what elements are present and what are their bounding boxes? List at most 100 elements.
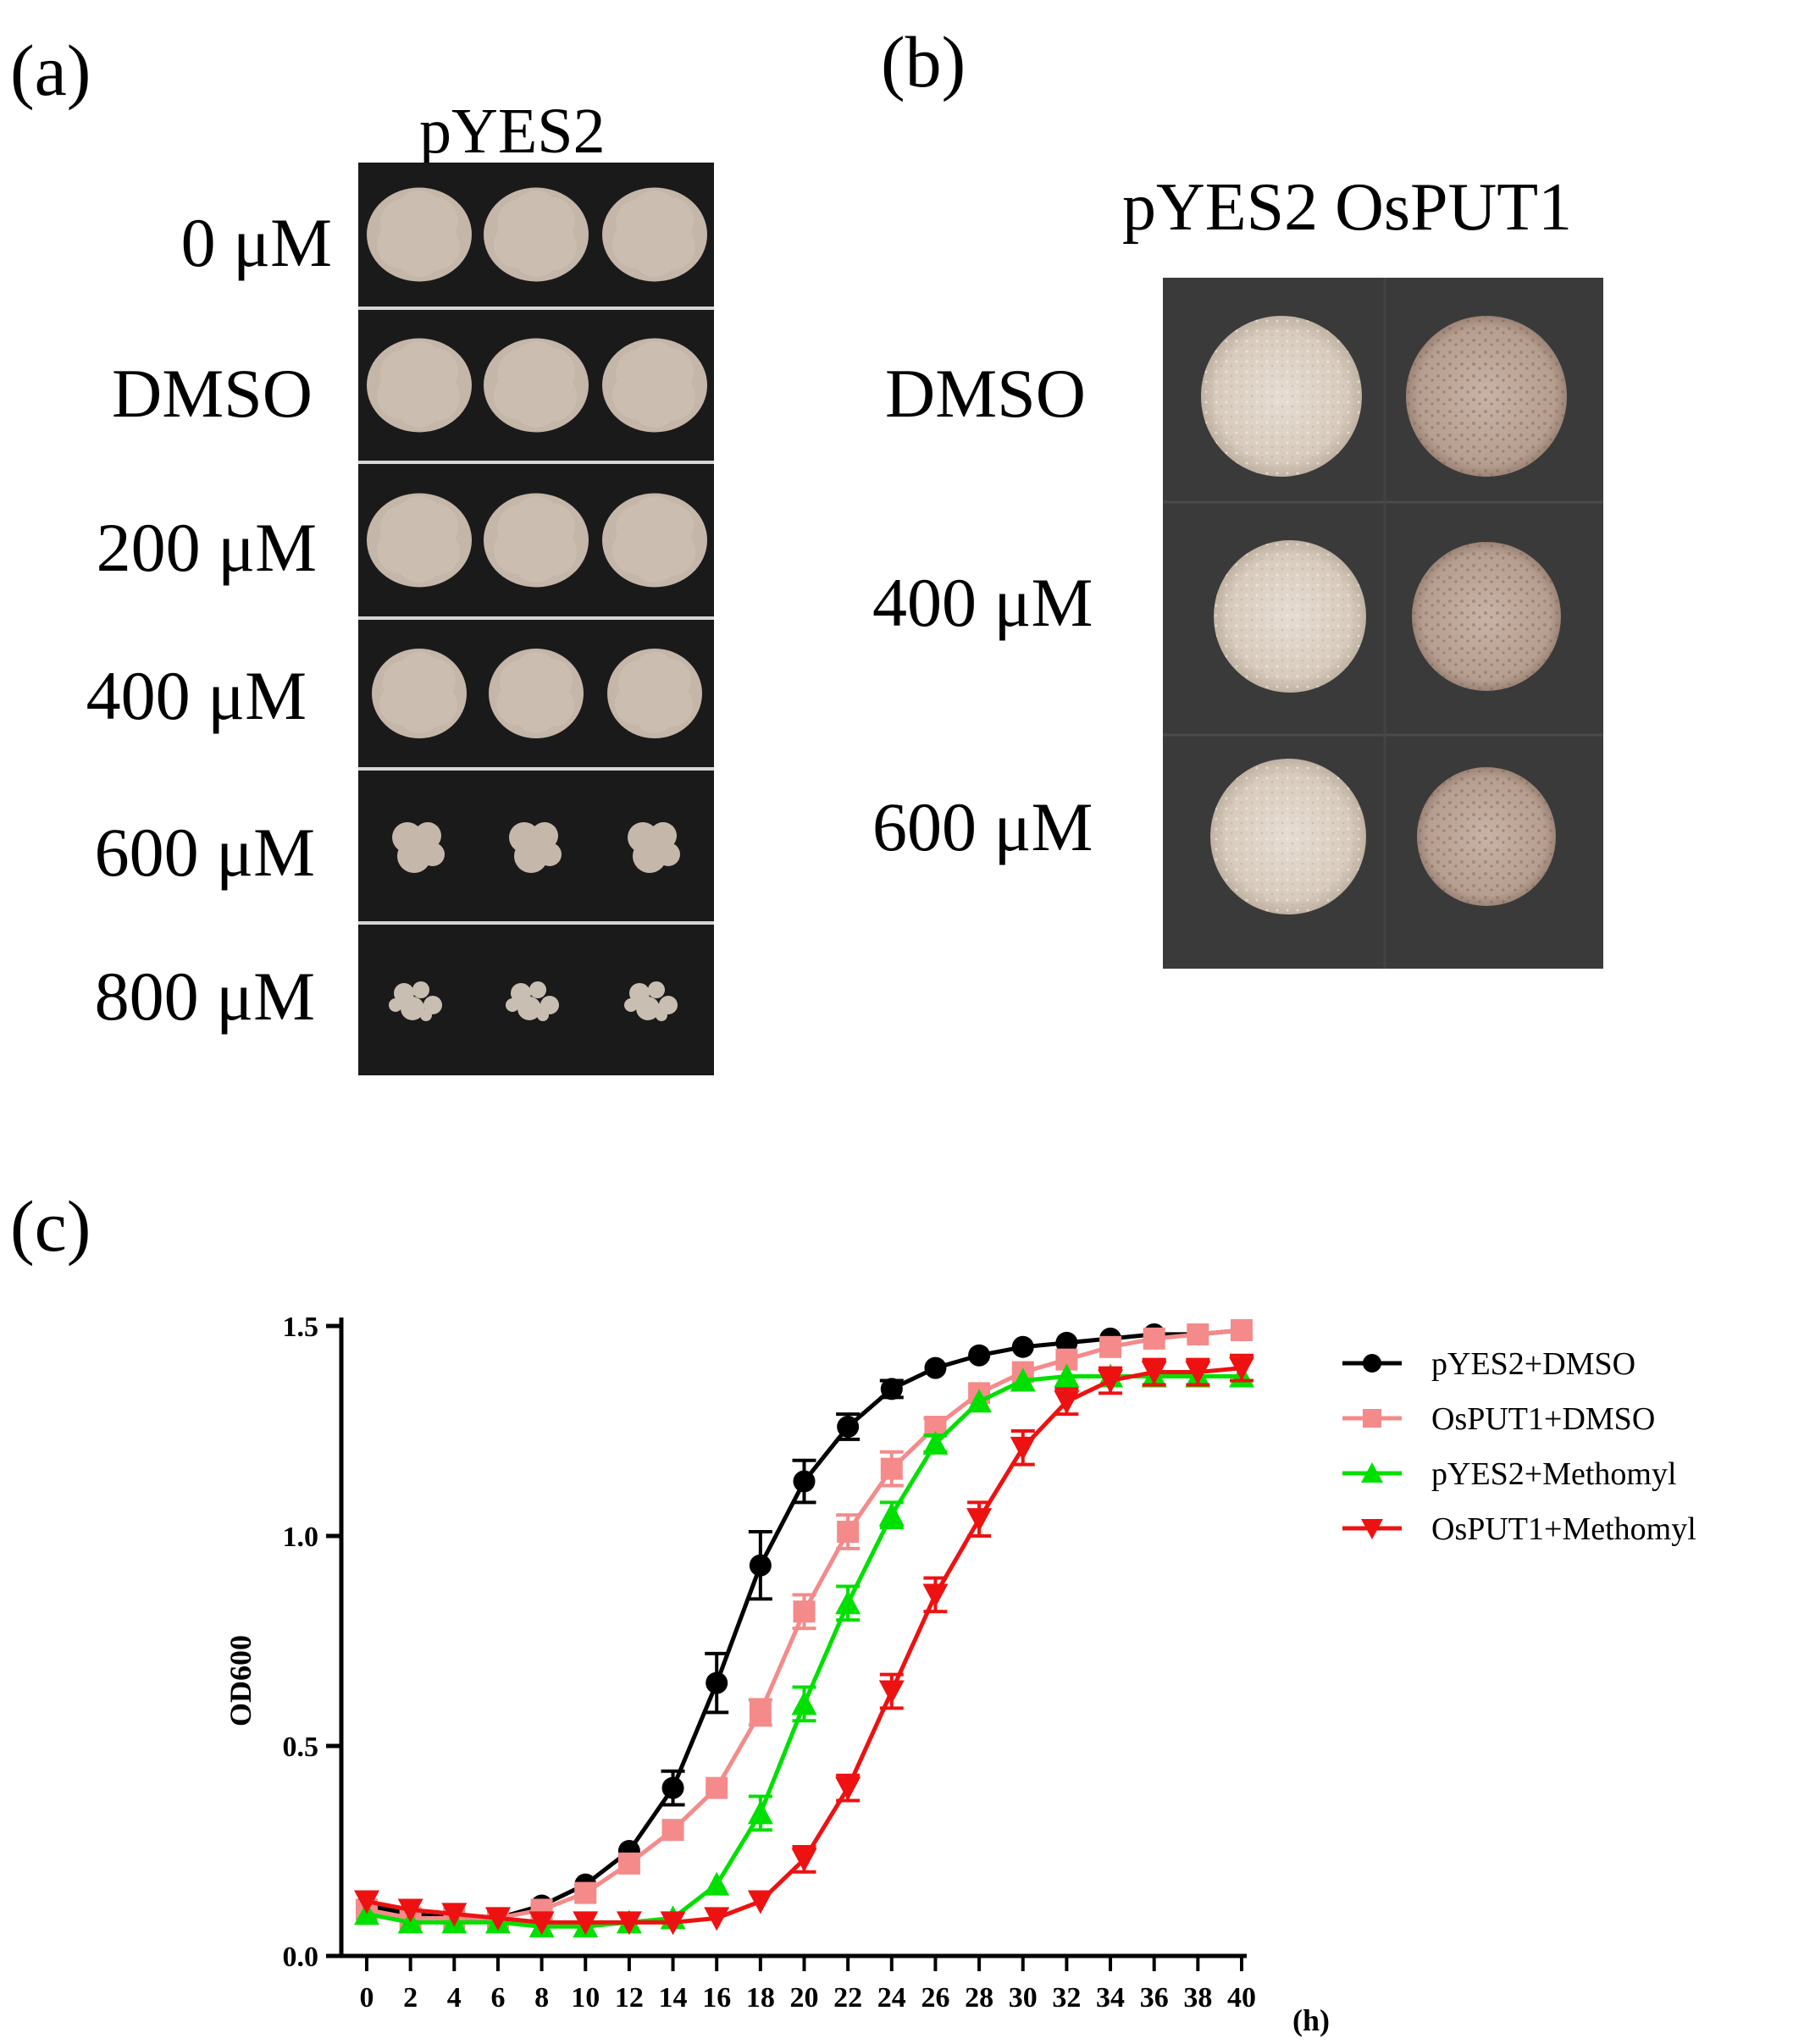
panel-a-plate-row-image	[358, 310, 714, 461]
panel-a-colony-fragment	[537, 1009, 549, 1021]
x-tick-label: 40	[1227, 1982, 1256, 2014]
data-point	[573, 1911, 599, 1936]
panel-a-colony-lobe	[631, 341, 678, 389]
chart-axes: 0.00.51.01.50 2 4 6 8 10 12 14 16 18 20 22 24 26 28 30 3…	[283, 1312, 1257, 2014]
data-point	[661, 1819, 684, 1842]
panel-a-row-label: 0 μM	[180, 204, 332, 281]
x-tick-label: 34	[1096, 1982, 1125, 2014]
panel-a-row-label: DMSO	[112, 355, 313, 432]
y-tick-label: 0.5	[283, 1732, 319, 1763]
data-point	[616, 1911, 642, 1936]
chart-legend: pYES2+DMSO OsPUT1+DMSO pYES2+Methomyl OsPUT…	[1342, 1346, 1696, 1547]
panel-b-spots	[1163, 278, 1603, 969]
panel-a-colony-lobe	[398, 691, 440, 733]
panel-a-plate-row	[358, 771, 714, 921]
panel-a-colony-fragment	[624, 998, 638, 1012]
data-point	[1054, 1390, 1080, 1415]
panel-b-colony-texture	[1412, 542, 1561, 691]
data-point	[1363, 1354, 1381, 1373]
panel-a-colony-fragment	[506, 998, 519, 1012]
chart-series-layer	[354, 1318, 1254, 1938]
data-point	[878, 1502, 905, 1527]
x-tick-label: 20	[790, 1982, 819, 2014]
panel-a-colony-lobe	[631, 496, 678, 544]
panel-b-row-label: 600 μM	[872, 788, 1093, 865]
panel-a-colony-fragment	[402, 829, 436, 863]
panel-b-row-label: DMSO	[885, 355, 1086, 432]
panel-a-plate-row	[358, 464, 714, 616]
data-point	[966, 1508, 993, 1533]
panel-b-colony-texture	[1201, 316, 1362, 477]
x-tick-label: 36	[1140, 1982, 1169, 2014]
data-point	[966, 1389, 993, 1413]
panel-a-colony-lobe	[631, 191, 678, 238]
series-OsPUT1+Methomyl	[354, 1353, 1254, 1936]
data-point	[704, 1907, 730, 1931]
panel-a-colony-lobe	[512, 229, 560, 277]
data-point	[835, 1776, 861, 1801]
data-point	[660, 1911, 686, 1936]
data-point	[1361, 1462, 1383, 1483]
panel-a-plate-row	[358, 620, 714, 767]
panel-a-plate-divider	[358, 461, 714, 464]
panel-a-colony-lobe	[396, 229, 443, 277]
data-point	[397, 1898, 423, 1923]
y-axis-label: OD600	[224, 1635, 257, 1726]
data-point	[1361, 1519, 1383, 1539]
panel-a-row-label: 400 μM	[86, 657, 307, 734]
data-point	[706, 1671, 728, 1694]
series-pYES2+Methomyl	[354, 1363, 1254, 1938]
data-point	[354, 1890, 379, 1914]
panel-a-colony-fragment	[648, 981, 665, 998]
panel-a-colony-fragment	[638, 829, 672, 863]
x-tick-label: 8	[534, 1982, 549, 2014]
panel-b-colony-texture	[1406, 316, 1567, 477]
x-tick-label: 24	[877, 1982, 906, 2014]
panel-a-plate-divider	[358, 767, 714, 771]
panel-b-title: pYES2 OsPUT1	[1122, 170, 1573, 245]
legend-entry-label: pYES2+Methomyl	[1431, 1456, 1677, 1492]
panel-a-colony-lobe	[396, 535, 443, 583]
x-tick-label: 28	[965, 1982, 993, 2014]
x-tick-label: 32	[1052, 1982, 1081, 2014]
growth-curve-chart: 0.00.51.01.50 2 4 6 8 10 12 14 16 18 20 22 24 26 28 30 3…	[224, 1312, 1696, 2037]
data-point	[1054, 1363, 1080, 1388]
legend-entry-label: OsPUT1+Methomyl	[1431, 1511, 1696, 1547]
data-point	[924, 1356, 947, 1379]
panel-a-colony-lobe	[515, 691, 557, 733]
data-point	[1363, 1409, 1381, 1428]
data-point	[617, 1852, 640, 1875]
data-point	[1055, 1331, 1078, 1354]
data-point	[747, 1800, 773, 1825]
data-point	[837, 1416, 860, 1439]
panel-a-letter: (a)	[10, 30, 91, 111]
data-point	[791, 1691, 817, 1715]
data-point	[528, 1911, 555, 1936]
x-tick-label: 30	[1009, 1982, 1038, 2014]
data-point	[1143, 1327, 1165, 1350]
data-point	[835, 1590, 861, 1615]
legend-entry-label: pYES2+DMSO	[1431, 1346, 1635, 1382]
panel-a-colony-fragment	[636, 997, 660, 1020]
x-tick-label: 26	[921, 1982, 949, 2014]
data-point	[1229, 1356, 1254, 1381]
data-point	[1010, 1367, 1036, 1392]
panel-b-letter: (b)	[881, 21, 966, 102]
panel-a-colony-lobe	[631, 535, 678, 583]
data-point	[706, 1776, 728, 1799]
panel-b-colony-texture	[1210, 759, 1366, 914]
data-point	[968, 1344, 991, 1367]
panel-a-plate-row-image	[358, 771, 714, 921]
data-point	[574, 1881, 597, 1904]
data-point	[922, 1583, 949, 1608]
data-point	[1141, 1361, 1167, 1385]
panel-b-row-label: 400 μM	[872, 564, 1093, 641]
data-point	[1098, 1369, 1124, 1394]
data-point	[878, 1680, 905, 1704]
panel-a-colony-fragment	[517, 997, 541, 1020]
data-point	[1010, 1436, 1036, 1461]
panel-a-colony-lobe	[512, 380, 560, 428]
panel-a-colony-fragment	[389, 998, 402, 1012]
data-point	[1231, 1318, 1253, 1341]
panel-a-colony-lobe	[515, 652, 557, 694]
